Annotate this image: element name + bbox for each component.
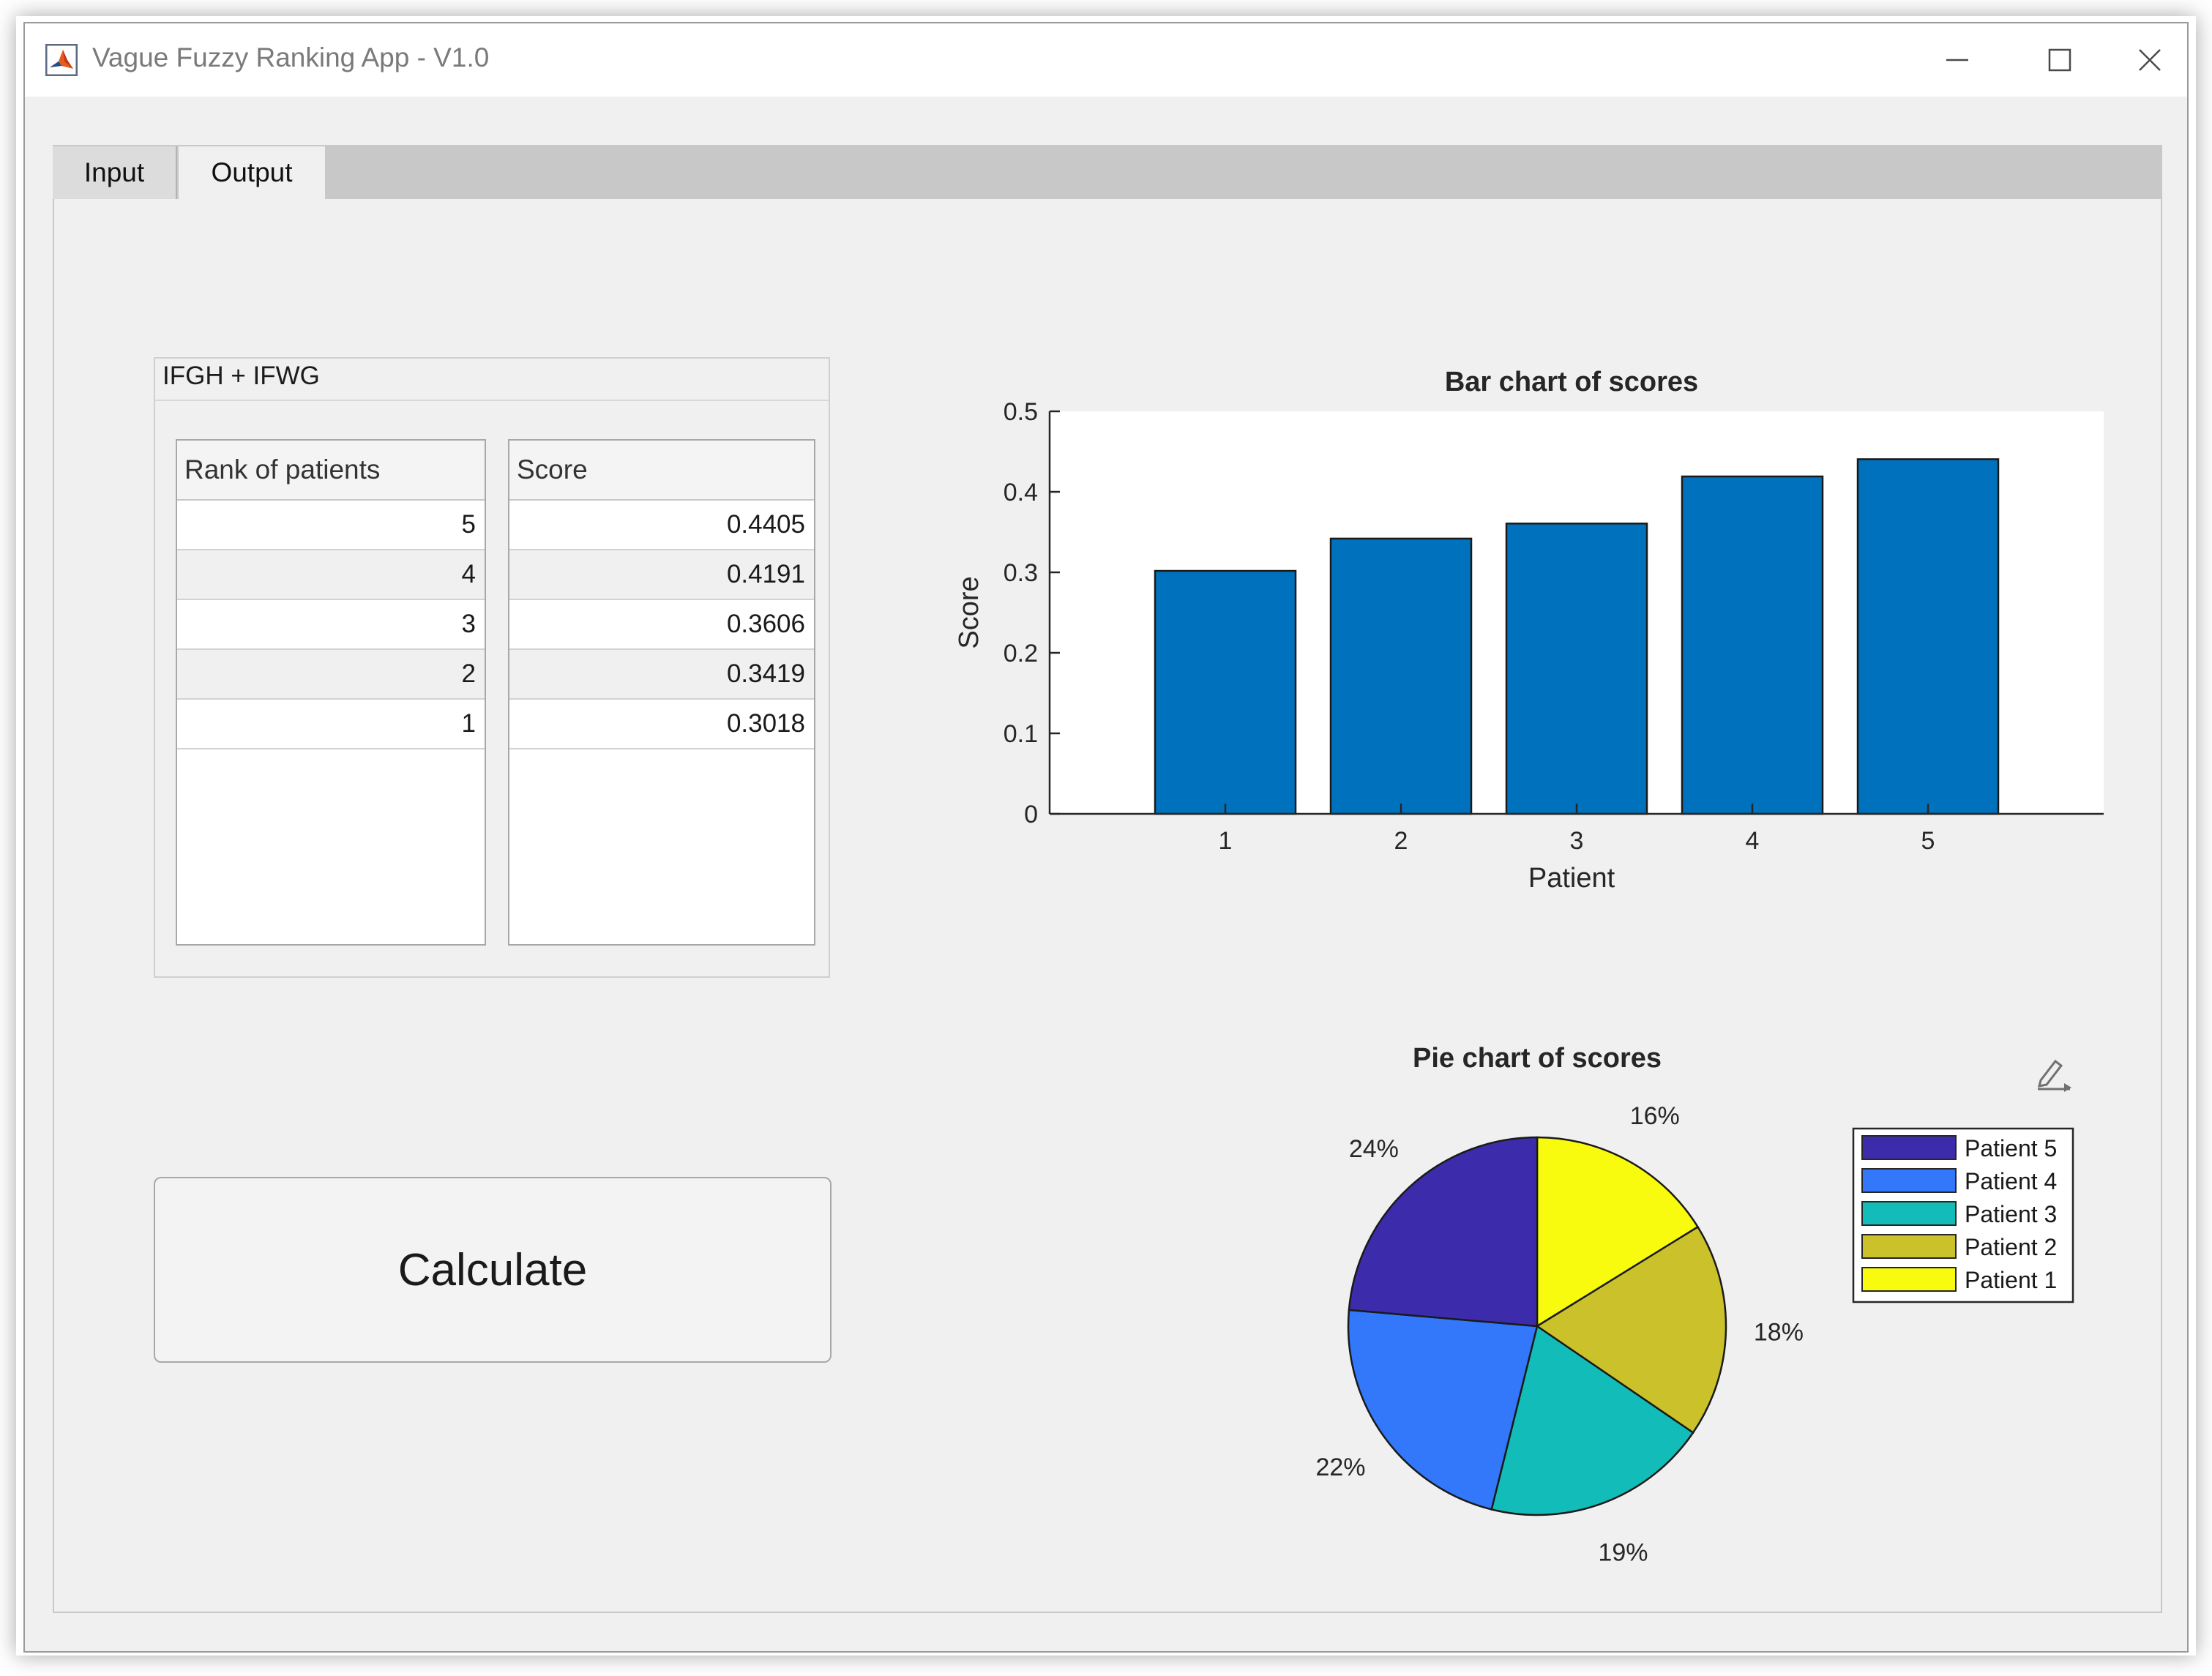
score-column-header[interactable]: Score xyxy=(509,441,814,501)
legend-label: Patient 5 xyxy=(1965,1135,2057,1161)
panel-title: IFGH + IFWG xyxy=(162,362,320,390)
bar-chart-title: Bar chart of scores xyxy=(1445,367,1698,397)
pie-percent-label: 19% xyxy=(1598,1538,1648,1566)
pie-chart: Pie chart of scores 16% 18% 19% 22% 24% Pati… xyxy=(1315,1043,2074,1566)
close-button[interactable] xyxy=(2111,23,2189,97)
rank-cell[interactable]: 1 xyxy=(177,700,485,749)
pie-percent-label: 18% xyxy=(1754,1319,1804,1347)
rank-cell[interactable]: 2 xyxy=(177,650,485,700)
pie-percent-label: 24% xyxy=(1349,1135,1399,1163)
bar-x-label: Patient xyxy=(1528,863,1615,894)
score-cell[interactable]: 0.4405 xyxy=(509,501,814,550)
pie-slice-patient-4[interactable] xyxy=(1347,1309,1539,1511)
rank-cell[interactable]: 5 xyxy=(177,501,485,550)
pie-slice-patient-2[interactable] xyxy=(1535,1225,1727,1434)
tab-strip: Input Output xyxy=(53,145,2162,199)
score-cell[interactable]: 0.3018 xyxy=(509,700,814,749)
bar-x-tick-label: 5 xyxy=(1921,827,1935,855)
pie-percent-label: 22% xyxy=(1315,1454,1365,1481)
bar-y-tick-label: 0.4 xyxy=(1004,479,1038,506)
close-icon xyxy=(2139,49,2161,71)
bar-chart: Bar chart of scores 0 0.1 0.2 0.3 0.4 0.5 1 2 3… xyxy=(954,367,2104,894)
bar-patient-5[interactable] xyxy=(1856,458,2000,815)
minimize-button[interactable] xyxy=(1906,23,2009,97)
bar-x-tick-label: 1 xyxy=(1219,827,1233,855)
rank-column-header[interactable]: Rank of patients xyxy=(177,441,485,501)
legend-label: Patient 1 xyxy=(1965,1267,2057,1293)
rank-cell[interactable]: 3 xyxy=(177,600,485,650)
maximize-button[interactable] xyxy=(2009,23,2111,97)
output-tab-content xyxy=(53,199,2162,1613)
bar-patient-3[interactable] xyxy=(1505,523,1648,815)
legend-swatch xyxy=(1861,1168,1957,1193)
tab-input[interactable]: Input xyxy=(53,146,177,199)
results-panel: IFGH + IFWG Rank of patients 5 4 3 2 1 S… xyxy=(154,357,830,978)
bar-y-tick-label: 0.5 xyxy=(1004,398,1038,426)
bar-y-label: Score xyxy=(954,576,984,648)
bar-x-tick-label: 4 xyxy=(1746,827,1760,855)
bar-x-tick-label: 3 xyxy=(1570,827,1584,855)
bar-patient-4[interactable] xyxy=(1681,475,1824,815)
bar-y-tick-label: 0.2 xyxy=(1004,640,1038,667)
legend-label: Patient 3 xyxy=(1965,1201,2057,1227)
bar-patient-2[interactable] xyxy=(1329,537,1473,815)
maximize-icon xyxy=(2048,48,2071,72)
pie-chart-title: Pie chart of scores xyxy=(1413,1043,1662,1074)
score-cell[interactable]: 0.3606 xyxy=(509,600,814,650)
legend-label: Patient 2 xyxy=(1965,1234,2057,1260)
pie-slice-patient-3[interactable] xyxy=(1490,1324,1695,1516)
score-cell[interactable]: 0.4191 xyxy=(509,550,814,600)
matlab-icon xyxy=(45,44,78,76)
bar-y-tick-label: 0 xyxy=(1024,801,1038,828)
pie-slice-patient-5[interactable] xyxy=(1348,1136,1539,1328)
pie-percent-label: 16% xyxy=(1630,1102,1680,1130)
edit-plot-icon[interactable] xyxy=(2035,1054,2073,1092)
legend-swatch xyxy=(1861,1135,1957,1160)
window-title: Vague Fuzzy Ranking App - V1.0 xyxy=(92,42,490,72)
score-cell[interactable]: 0.3419 xyxy=(509,650,814,700)
legend-swatch xyxy=(1861,1267,1957,1292)
app-window: Vague Fuzzy Ranking App - V1.0 Input Out… xyxy=(23,22,2189,1653)
pie-legend[interactable]: Patient 5 Patient 4 Patient 3 Patient 2 Pati… xyxy=(1852,1127,2074,1303)
rank-table[interactable]: Rank of patients 5 4 3 2 1 xyxy=(176,439,486,946)
legend-swatch xyxy=(1861,1234,1957,1259)
calculate-button[interactable]: Calculate xyxy=(154,1177,832,1363)
bar-patient-1[interactable] xyxy=(1154,569,1297,815)
title-bar[interactable]: Vague Fuzzy Ranking App - V1.0 xyxy=(25,23,2187,97)
score-table[interactable]: Score 0.4405 0.4191 0.3606 0.3419 0.3018 xyxy=(508,439,815,946)
pie-slice-patient-1[interactable] xyxy=(1536,1136,1700,1328)
bar-y-tick-label: 0.3 xyxy=(1004,559,1038,587)
panel-divider xyxy=(155,400,829,401)
minimize-icon xyxy=(1946,59,1968,61)
rank-cell[interactable]: 4 xyxy=(177,550,485,600)
legend-label: Patient 4 xyxy=(1965,1168,2057,1194)
legend-swatch xyxy=(1861,1201,1957,1226)
bar-y-tick-label: 0.1 xyxy=(1004,720,1038,748)
tab-output[interactable]: Output xyxy=(179,146,325,199)
bar-x-tick-label: 2 xyxy=(1394,827,1408,855)
